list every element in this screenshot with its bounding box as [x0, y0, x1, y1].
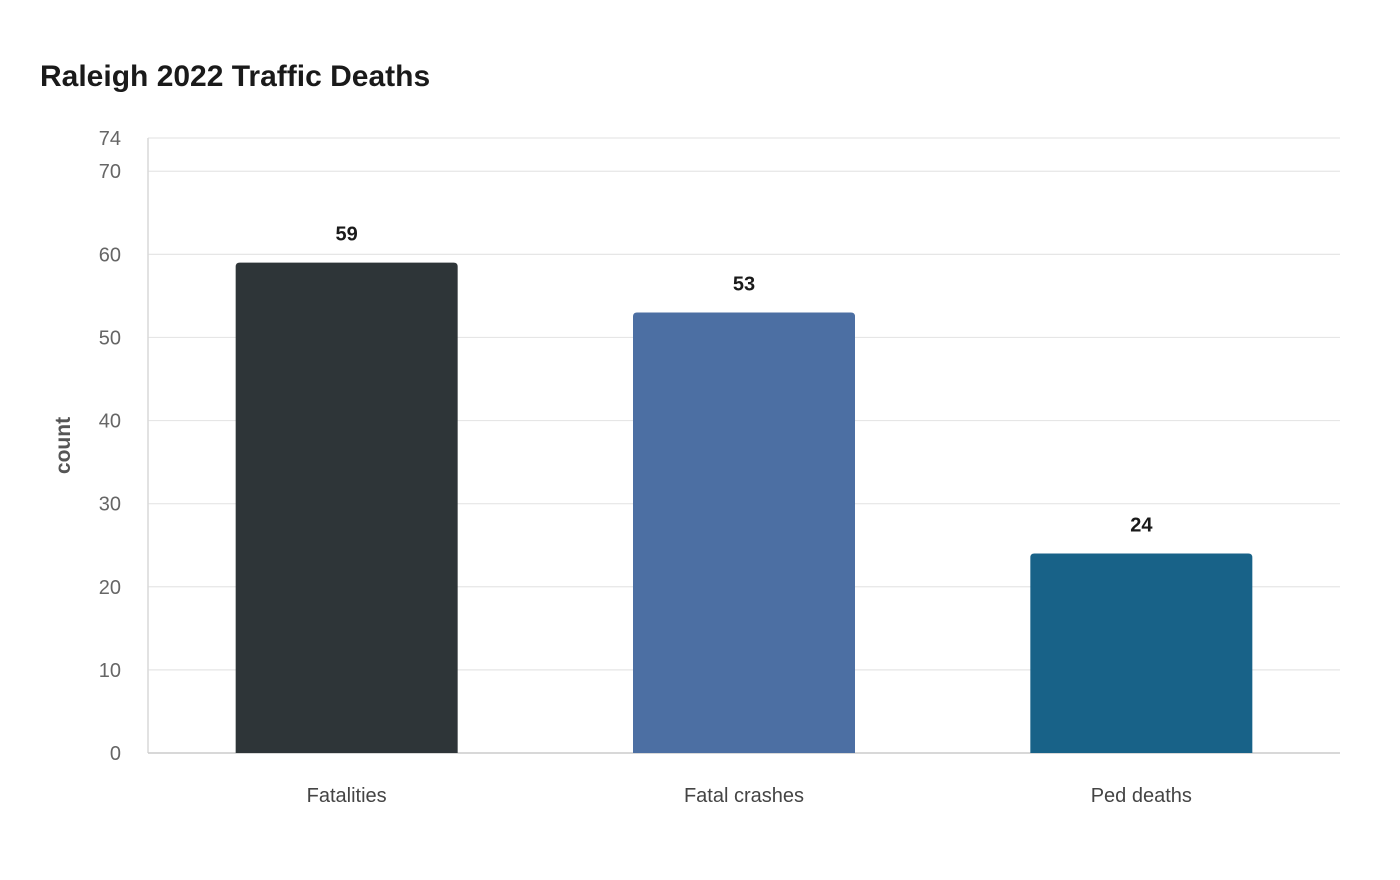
- bars: [235, 262, 1253, 753]
- bar-fatalities: [235, 262, 458, 753]
- y-tick-label: 10: [99, 660, 121, 682]
- y-tick-label: 50: [99, 327, 121, 349]
- x-tick-label: Fatalities: [307, 785, 387, 807]
- value-label: 59: [336, 224, 358, 246]
- value-label: 53: [733, 274, 755, 296]
- x-tick-label: Fatal crashes: [684, 785, 804, 807]
- y-tick-label: 60: [99, 244, 121, 266]
- category-labels: Fatalities Fatal crashes Ped deaths: [307, 785, 1192, 807]
- y-tick-label: 0: [110, 743, 121, 765]
- chart-title: Raleigh 2022 Traffic Deaths: [40, 60, 431, 93]
- y-tick-label: 20: [99, 577, 121, 599]
- bar-fatal-crashes: [633, 312, 855, 753]
- bar-ped-deaths: [1030, 553, 1253, 753]
- y-tick-label: 40: [99, 411, 121, 433]
- x-tick-label: Ped deaths: [1091, 785, 1192, 807]
- y-axis-title: count: [52, 417, 75, 474]
- value-labels: 59 53 24: [336, 224, 1154, 537]
- y-tick-label: 74: [99, 128, 121, 150]
- y-tick-labels: 0 10 20 30 40 50 60 70 74: [99, 128, 121, 765]
- value-label: 24: [1130, 515, 1153, 537]
- y-tick-label: 30: [99, 494, 121, 516]
- y-tick-label: 70: [99, 161, 121, 183]
